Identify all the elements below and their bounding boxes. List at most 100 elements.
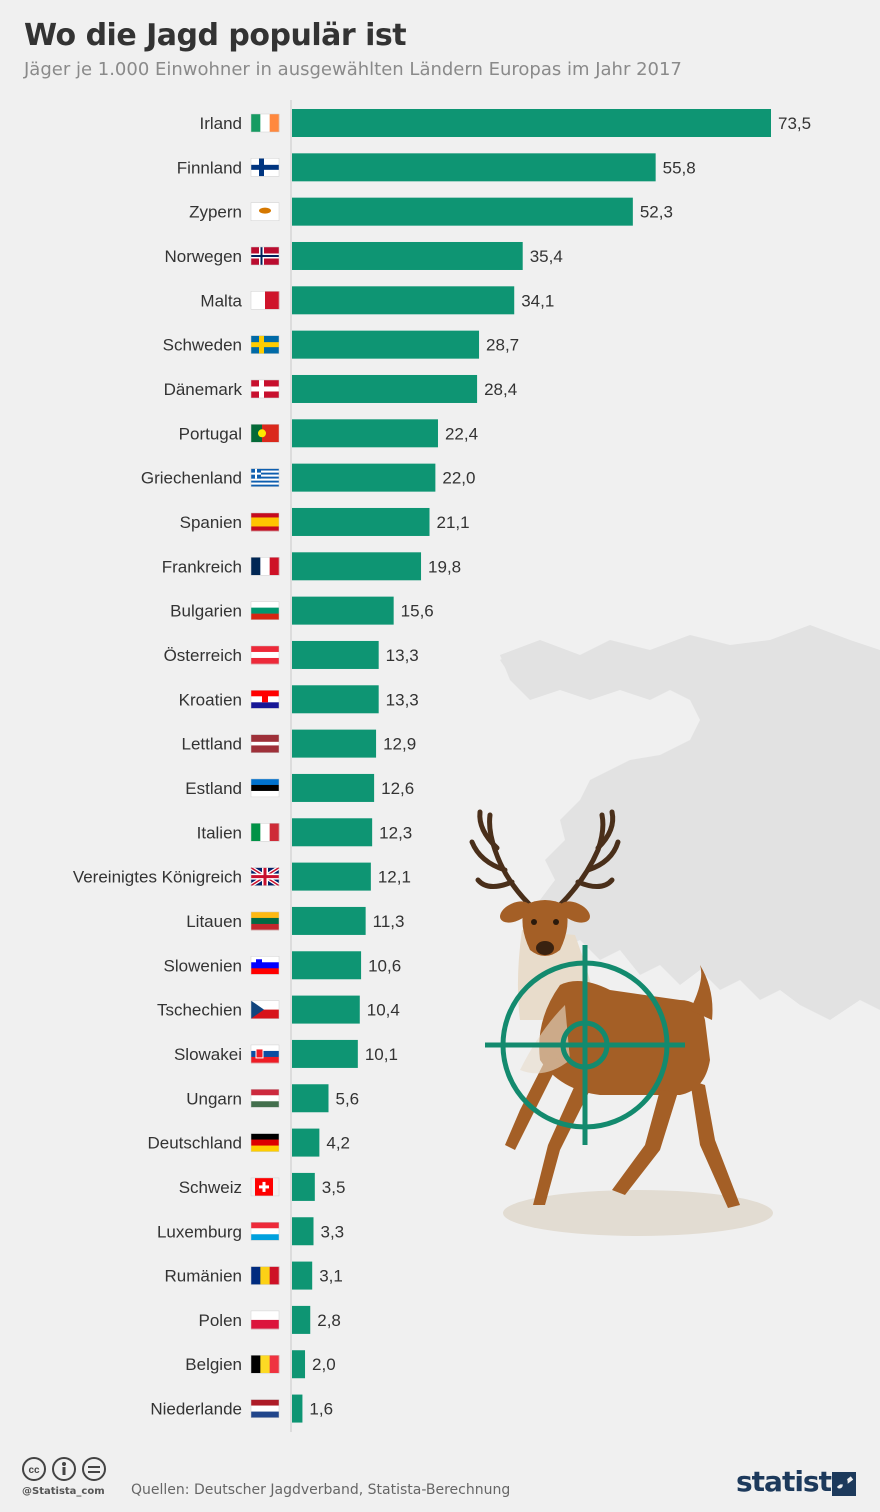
flag-icon	[250, 1089, 280, 1108]
bar	[292, 818, 373, 847]
data-label: 15,6	[401, 602, 434, 621]
flag-icon	[250, 1399, 280, 1418]
category-label: Schweden	[163, 336, 242, 355]
flag-icon	[250, 512, 280, 532]
category-label: Spanien	[180, 513, 242, 532]
flag-icon	[250, 113, 280, 133]
bar	[292, 1394, 303, 1423]
bar	[292, 685, 379, 714]
bar	[292, 1039, 358, 1068]
category-label: Slowenien	[164, 956, 242, 975]
category-label: Kroatien	[179, 690, 242, 709]
flag-icon	[250, 424, 280, 443]
category-label: Polen	[199, 1311, 242, 1330]
category-label: Estland	[185, 779, 242, 798]
flag-icon	[250, 246, 280, 266]
data-label: 22,4	[445, 424, 478, 443]
flag-icon	[250, 468, 280, 487]
category-label: Luxemburg	[157, 1222, 242, 1241]
data-label: 55,8	[663, 158, 696, 177]
bar	[292, 1172, 315, 1201]
bar	[292, 330, 480, 359]
data-label: 12,9	[383, 735, 416, 754]
chart-subtitle: Jäger je 1.000 Einwohner in ausgewählten…	[24, 59, 682, 80]
data-label: 12,1	[378, 868, 411, 887]
data-label: 19,8	[428, 557, 461, 576]
category-label: Lettland	[182, 735, 243, 754]
bar	[292, 1084, 329, 1113]
category-label: Malta	[200, 291, 242, 310]
data-label: 13,3	[386, 646, 419, 665]
flag-icon	[250, 335, 280, 354]
flag-icon	[250, 823, 280, 842]
category-label: Belgien	[185, 1355, 242, 1374]
crosshair-icon	[485, 945, 685, 1145]
data-label: 5,6	[335, 1089, 359, 1108]
category-label: Dänemark	[164, 380, 243, 399]
data-label: 35,4	[530, 247, 563, 266]
flag-icon	[250, 1310, 280, 1330]
license-icons: cc	[22, 1457, 106, 1481]
category-label: Schweiz	[179, 1178, 242, 1197]
flag-icon	[250, 1354, 280, 1374]
data-label: 22,0	[442, 469, 475, 488]
bar	[292, 951, 362, 980]
flag-icon	[250, 557, 280, 576]
category-label: Rumänien	[165, 1267, 243, 1286]
flag-icon	[250, 379, 280, 399]
flag-icon	[250, 645, 280, 665]
flag-icon	[250, 1177, 280, 1197]
flag-icon	[250, 601, 280, 620]
category-label: Frankreich	[162, 557, 242, 576]
category-label: Portugal	[179, 424, 242, 443]
bars-layer: Irland 73,5 Finnland 55,8 Zypern 52,3 Norwegen…	[73, 109, 811, 1423]
europe-map-illustration	[500, 625, 880, 1020]
flag-icon	[250, 911, 280, 931]
statista-logo: statista	[736, 1465, 850, 1498]
flag-icon	[250, 778, 280, 798]
data-label: 10,4	[367, 1001, 400, 1020]
bar	[292, 374, 478, 403]
data-label: 3,3	[321, 1222, 345, 1241]
flag-icon	[250, 1044, 280, 1064]
bar	[292, 995, 360, 1024]
category-label: Finnland	[177, 158, 242, 177]
data-label: 11,3	[373, 912, 405, 931]
data-label: 28,4	[484, 380, 517, 399]
bar	[292, 463, 436, 492]
data-label: 73,5	[778, 114, 811, 133]
flag-icon	[250, 1000, 280, 1019]
bar	[292, 1261, 313, 1290]
bar	[292, 241, 523, 270]
bar	[292, 906, 366, 935]
bar	[292, 1305, 311, 1334]
category-label: Norwegen	[165, 247, 243, 266]
flag-icon	[250, 1266, 280, 1285]
bar	[292, 1128, 320, 1157]
bar	[292, 507, 430, 536]
category-label: Niederlande	[150, 1400, 242, 1419]
data-label: 1,6	[309, 1400, 333, 1419]
bar	[292, 773, 375, 802]
chart-title: Wo die Jagd populär ist	[24, 18, 407, 53]
category-label: Bulgarien	[170, 602, 242, 621]
data-label: 34,1	[521, 291, 554, 310]
bar	[292, 153, 656, 182]
bar	[292, 109, 771, 137]
by-icon	[52, 1457, 76, 1481]
flag-icon	[250, 690, 280, 709]
data-label: 10,6	[368, 956, 401, 975]
flag-icon	[250, 956, 280, 975]
data-label: 4,2	[326, 1134, 350, 1153]
bar	[292, 1350, 306, 1379]
flag-icon	[250, 291, 280, 310]
cc-icon: cc	[22, 1457, 46, 1481]
data-label: 21,1	[437, 513, 470, 532]
footer-handle: @Statista_com	[22, 1486, 105, 1497]
data-label: 3,5	[322, 1178, 346, 1197]
statista-logo-mark-icon	[832, 1472, 856, 1496]
data-label: 2,0	[312, 1355, 336, 1374]
flags-layer	[249, 113, 281, 1418]
bar	[292, 552, 422, 581]
